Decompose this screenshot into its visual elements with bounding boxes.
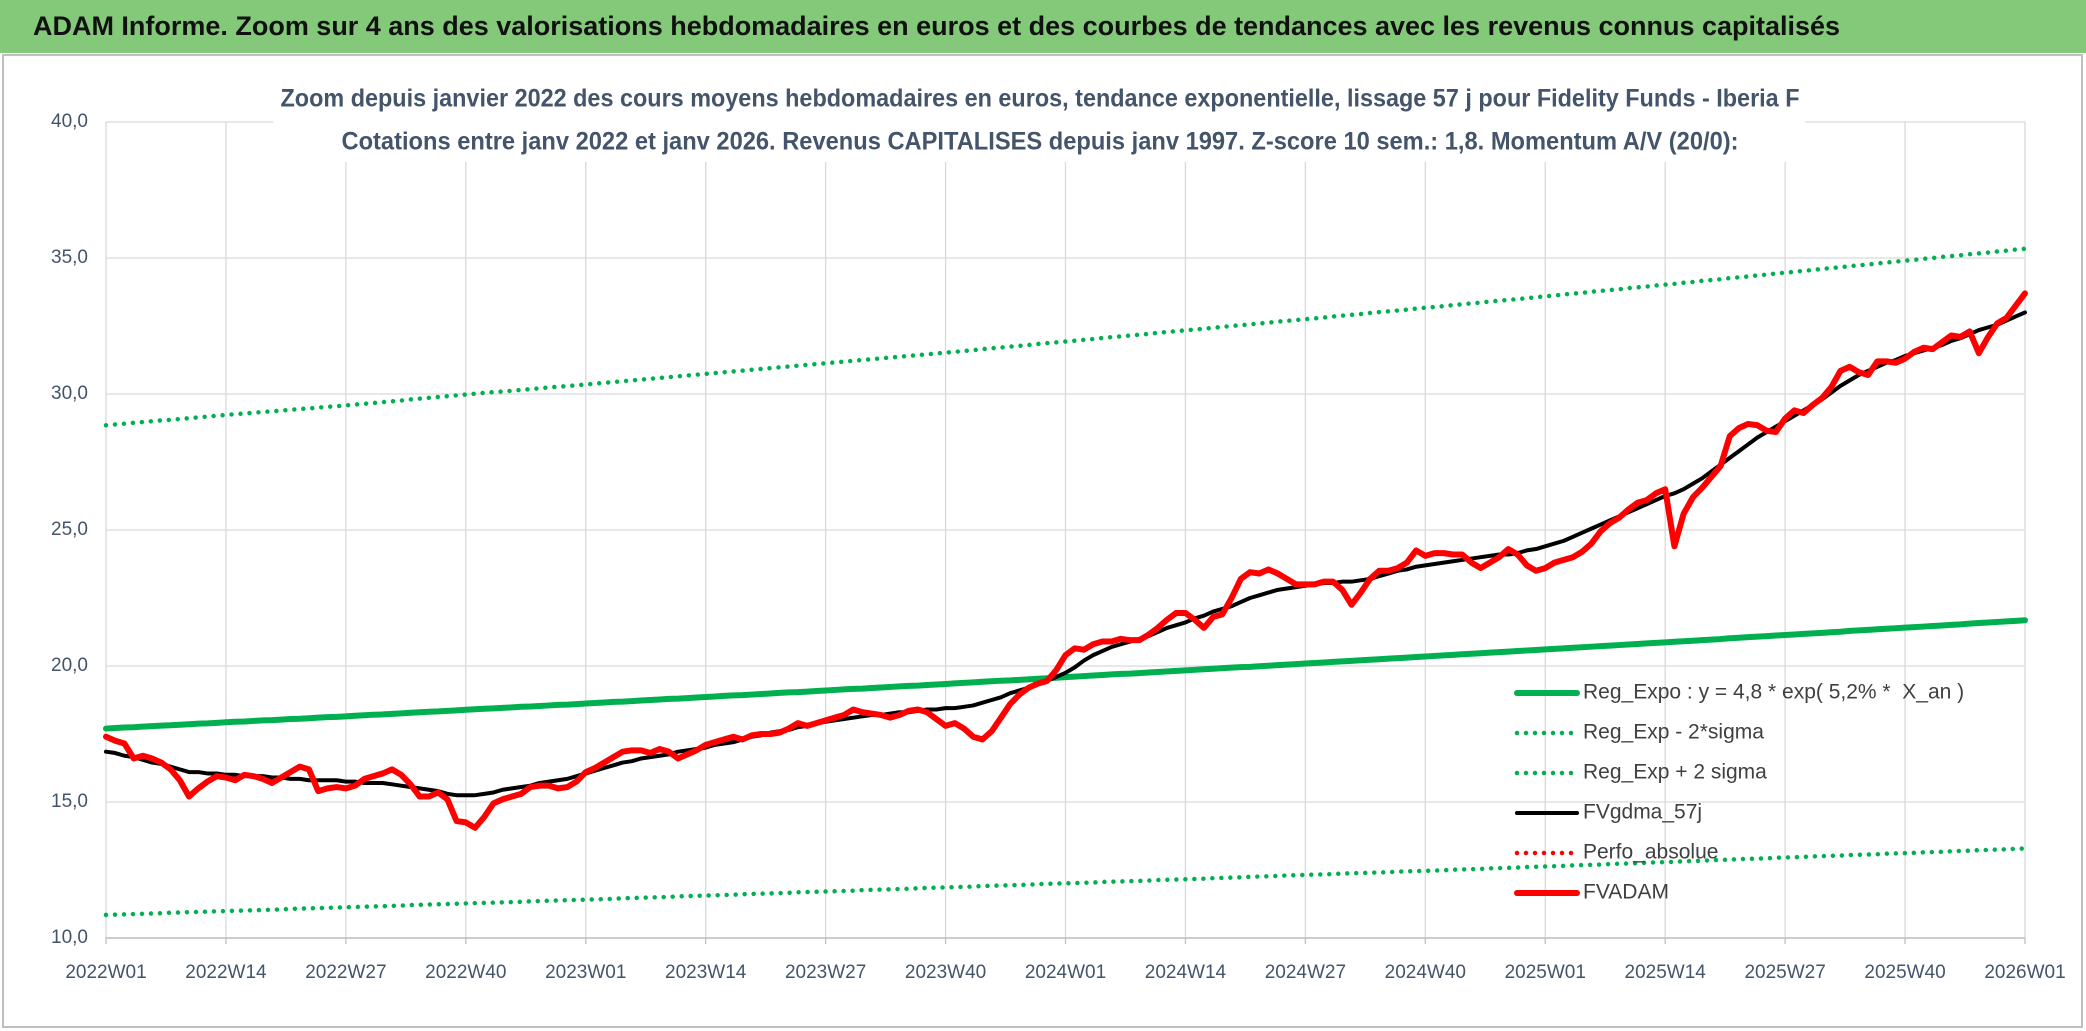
x-tick-label: 2022W27 (305, 962, 386, 983)
grid (105, 121, 2026, 939)
legend-label: Reg_Expo : y = 4,8 * exp( 5,2% * X_an ) (1583, 681, 1964, 704)
x-tick-label: 2025W01 (1505, 962, 1586, 983)
plot-lines (103, 246, 2028, 918)
legend-label: Reg_Exp - 2*sigma (1583, 721, 1764, 744)
y-tick-label: 30,0 (51, 383, 88, 404)
series-line (103, 246, 2028, 428)
chart-title: Zoom depuis janvier 2022 des cours moyen… (281, 85, 1800, 113)
y-tick-label: 15,0 (51, 791, 88, 812)
x-tick-label: 2025W40 (1864, 962, 1945, 983)
x-tick-label: 2026W01 (1984, 962, 2065, 983)
legend-label: Perfo_absolue (1583, 841, 1718, 864)
x-tick-label: 2022W01 (65, 962, 146, 983)
y-tick-label: 10,0 (51, 927, 88, 948)
chart-frame (2, 54, 2083, 1028)
x-tick-label: 2025W27 (1744, 962, 1825, 983)
header-bar (0, 0, 2086, 53)
x-tick-label: 2025W14 (1625, 962, 1707, 983)
y-tick-label: 20,0 (51, 655, 88, 676)
chart-subtitle: Cotations entre janv 2022 et janv 2026. … (342, 128, 1739, 156)
x-tick-label: 2024W27 (1265, 962, 1346, 983)
legend-label: FVgdma_57j (1583, 801, 1702, 824)
x-tick-label: 2023W01 (545, 962, 626, 983)
legend-label: FVADAM (1583, 881, 1669, 904)
x-tick-label: 2024W14 (1145, 962, 1227, 983)
series-line (103, 617, 2028, 732)
series-line (103, 846, 2028, 918)
x-tick-label: 2023W14 (665, 962, 747, 983)
axes: 10,0 15,0 20,0 25,0 30,0 35,0 40,0 2022W01 2022W… (51, 111, 2066, 983)
x-tick-label: 2023W27 (785, 962, 866, 983)
x-tick-label: 2022W40 (425, 962, 506, 983)
y-tick-label: 40,0 (51, 111, 88, 132)
series-line (103, 290, 2028, 831)
header-title: ADAM Informe. Zoom sur 4 ans des valoris… (33, 11, 1840, 41)
x-tick-label: 2023W40 (905, 962, 986, 983)
y-tick-label: 25,0 (51, 519, 88, 540)
x-tick-label: 2024W40 (1385, 962, 1466, 983)
title-box (273, 80, 1805, 162)
x-tick-label: 2024W01 (1025, 962, 1106, 983)
x-tick-label: 2022W14 (185, 962, 267, 983)
legend-label: Reg_Exp + 2 sigma (1583, 761, 1767, 784)
series-line (104, 310, 2027, 798)
legend: Reg_Expo : y = 4,8 * exp( 5,2% * X_an ) R… (1514, 681, 1964, 904)
y-tick-label: 35,0 (51, 247, 88, 268)
